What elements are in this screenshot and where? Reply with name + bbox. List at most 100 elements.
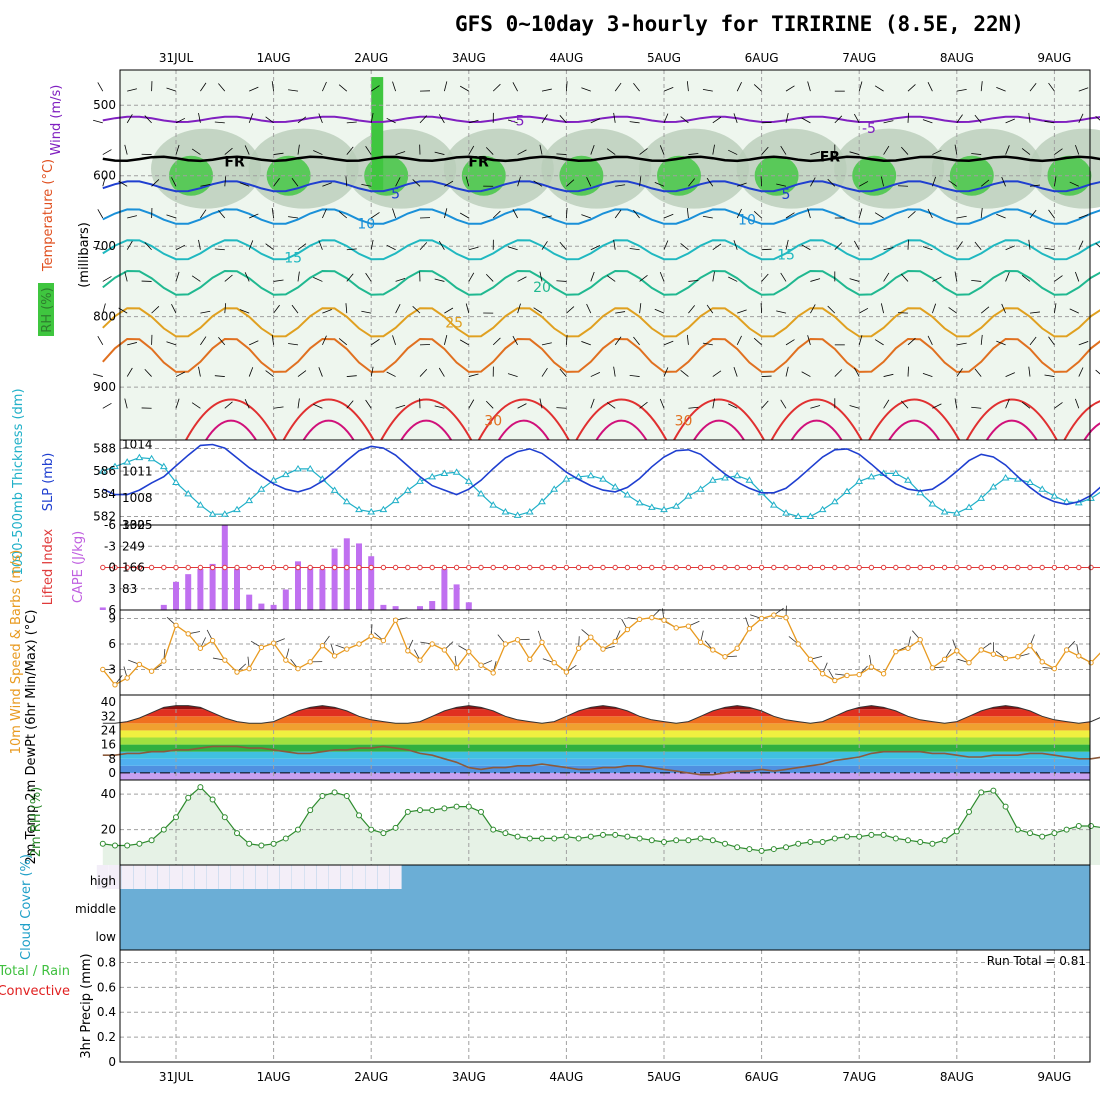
wind-speed-markers-point (575, 645, 582, 651)
wind-barb (733, 366, 738, 377)
cloud-level-label: middle (75, 902, 116, 916)
wind-barb (1028, 112, 1031, 123)
li-markers-point (148, 564, 155, 571)
contour-label: FR (224, 155, 245, 171)
wind-barb (907, 239, 909, 250)
wind-barb (313, 403, 323, 409)
wind-barb (224, 303, 227, 314)
wind-barb (590, 398, 595, 409)
wind-barb (291, 304, 299, 314)
li-markers-point (209, 564, 216, 571)
cloud-cell (292, 865, 304, 889)
wind-barb (1021, 401, 1031, 409)
li-markers-point (917, 564, 923, 571)
wind-barb (322, 335, 327, 346)
wind-speed-markers-point (209, 637, 216, 644)
wind-barb (785, 339, 795, 346)
precip-ylabel: 3hr Precip (mm) (79, 953, 94, 1058)
thickness-markers-point (172, 478, 180, 485)
li-markers-point (514, 564, 521, 571)
thickness-markers-point (611, 483, 620, 490)
contour-label: 25 (445, 315, 463, 331)
li-markers-point (173, 564, 179, 571)
temp-contour-arc (985, 419, 1038, 441)
wind-barb (200, 183, 211, 187)
wind-barbs (93, 81, 1100, 409)
rh-markers-point (429, 807, 436, 814)
li-markers-point (1076, 564, 1082, 571)
thickness-markers-point (501, 507, 510, 515)
wind-barb (736, 81, 742, 92)
thickness-markers-point (684, 492, 693, 499)
wind-barb (346, 248, 357, 251)
wind-barb (346, 146, 354, 155)
li-markers-point (453, 564, 460, 571)
wind-barb (629, 121, 640, 124)
wind-speed-markers-point (161, 658, 167, 664)
wind-barb (590, 271, 595, 282)
wind-barb (127, 215, 137, 219)
date-label-top: 3AUG (452, 51, 486, 65)
wind-barb (615, 184, 626, 187)
rh-markers-point (514, 833, 521, 840)
wind-barb (566, 306, 575, 314)
wind-barb (639, 176, 642, 187)
date-label-top: 4AUG (549, 51, 583, 65)
rh-markers-point (1063, 826, 1070, 833)
wind-barb (971, 153, 982, 155)
thickness-markers-point (696, 485, 705, 492)
temp-band (120, 744, 1090, 752)
rh-markers-point (929, 840, 936, 847)
temp-contour-arc (790, 419, 843, 441)
wind-speed-markers-point (441, 647, 448, 653)
cape-bar (343, 538, 350, 610)
wind-barb (224, 147, 233, 155)
wind-barb (365, 272, 372, 282)
wind-barb (586, 177, 592, 187)
wind-barb (932, 276, 942, 282)
wind-barb (566, 334, 568, 345)
cape-bar (185, 574, 192, 610)
date-label-bottom: 8AUG (940, 1070, 974, 1084)
wind-speed-markers-point (844, 672, 850, 679)
cape-ytick: 249 (122, 539, 145, 553)
cloud-cell (279, 865, 292, 889)
li-markers-point (746, 564, 753, 571)
cape-hgrid (120, 524, 1090, 590)
rh-legend-swatch (38, 283, 54, 336)
wind-ytick: 9 (108, 612, 116, 626)
contour-label: 5 (391, 186, 400, 202)
li-markers-point (441, 564, 448, 571)
thickness-markers-point (623, 490, 632, 498)
profile-ytick: 800 (93, 310, 116, 324)
li-markers-point (563, 564, 570, 571)
wind-barb (175, 371, 186, 377)
wind-barb (124, 144, 128, 155)
wind-barb (980, 334, 983, 345)
li-markers-point (832, 564, 838, 571)
wind-barb (956, 342, 967, 346)
date-label-bottom: 6AUG (745, 1070, 779, 1084)
li-ylabel: Lifted Index (41, 528, 56, 605)
wind-barb (322, 182, 332, 187)
wind-barb (171, 177, 177, 187)
rh-markers-point (563, 833, 570, 840)
wind-speed-markers-point (685, 623, 692, 629)
wind-barb (392, 81, 396, 92)
temp-contour (102, 239, 1100, 261)
wind-barb (533, 180, 543, 187)
li-markers-point (880, 564, 887, 571)
wind-barb (980, 179, 990, 187)
wind-barb (807, 335, 811, 345)
wind-speed-markers-point (478, 662, 484, 668)
wind-barb (974, 241, 982, 250)
li-markers-point (868, 564, 875, 571)
wind-speed-markers-point (112, 682, 118, 688)
wind-barb (412, 179, 421, 187)
wind-barb (834, 242, 843, 250)
wind-barb (780, 272, 787, 282)
cloud-cell (206, 865, 219, 889)
wind-barb (492, 83, 501, 92)
cape-bar (392, 606, 399, 610)
wind-barb (614, 82, 622, 92)
